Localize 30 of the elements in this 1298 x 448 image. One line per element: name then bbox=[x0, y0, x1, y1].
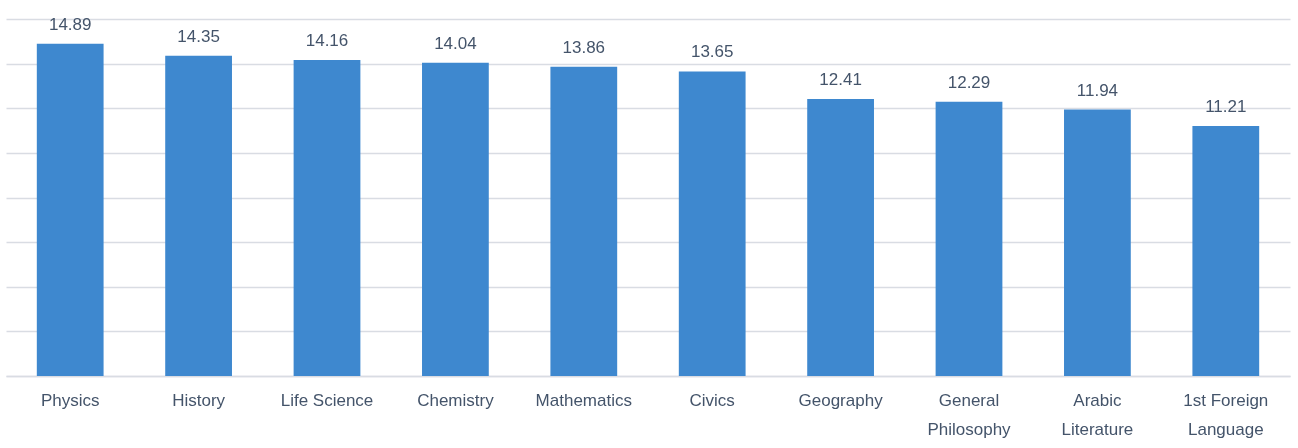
data-label: 14.04 bbox=[434, 33, 477, 53]
bar bbox=[293, 60, 361, 376]
x-tick-label: Life Science bbox=[280, 390, 374, 410]
x-tick-label: General Philosophy bbox=[927, 390, 1012, 439]
data-label: 11.94 bbox=[1076, 80, 1119, 100]
x-tick-label: Civics bbox=[689, 390, 735, 410]
x-tick-label: Geography bbox=[798, 390, 884, 410]
data-label: 13.86 bbox=[562, 37, 606, 57]
bar bbox=[678, 71, 746, 376]
data-label: 14.35 bbox=[177, 26, 220, 46]
bar bbox=[36, 43, 104, 376]
bar bbox=[1192, 125, 1260, 376]
bar bbox=[422, 62, 489, 376]
data-label: 14.16 bbox=[305, 31, 349, 51]
bar bbox=[1064, 109, 1131, 376]
data-label: 13.65 bbox=[690, 42, 734, 62]
bar bbox=[550, 66, 618, 376]
x-tick-label: Arabic Literature bbox=[1061, 390, 1134, 439]
x-tick-label: Mathematics bbox=[535, 390, 632, 410]
x-tick-label: History bbox=[172, 390, 226, 410]
data-label: 14.89 bbox=[48, 14, 92, 34]
data-label: 11.21 bbox=[1205, 96, 1247, 116]
x-tick-label: Chemistry bbox=[417, 390, 495, 410]
bar bbox=[935, 101, 1003, 376]
x-tick-label: 1st Foreign Language bbox=[1183, 390, 1269, 439]
data-label: 12.29 bbox=[947, 72, 991, 92]
x-tick-label: Physics bbox=[40, 390, 100, 410]
bar bbox=[165, 55, 232, 376]
data-label: 12.41 bbox=[819, 70, 862, 90]
bar bbox=[807, 99, 874, 376]
